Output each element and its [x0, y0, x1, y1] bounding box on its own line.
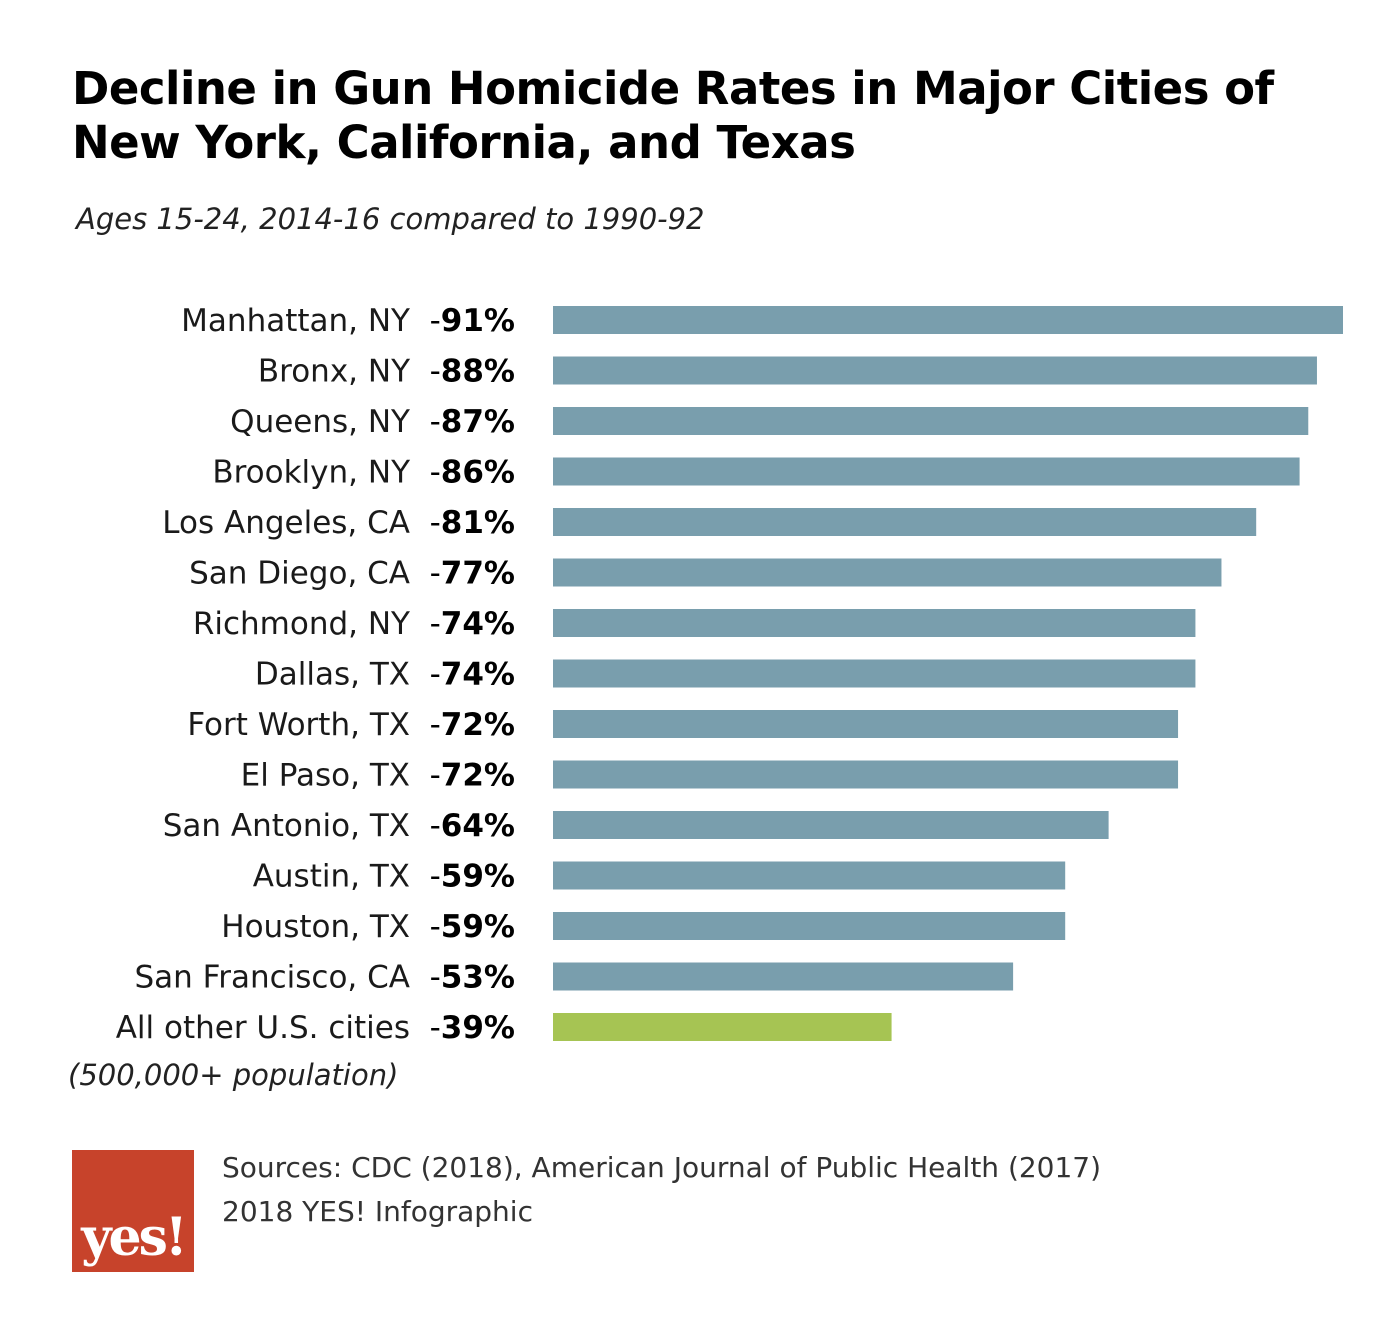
credit-line: 2018 YES! Infographic	[222, 1195, 533, 1228]
bar-0	[553, 306, 1343, 334]
value-label-1: -88%	[430, 354, 515, 390]
category-label-14: All other U.S. cities	[116, 1010, 410, 1046]
category-label-10: San Antonio, TX	[163, 808, 410, 844]
category-label-3: Brooklyn, NY	[212, 455, 410, 491]
category-label-8: Fort Worth, TX	[187, 707, 410, 743]
bar-1	[553, 356, 1317, 385]
bar-chart: Manhattan, NY -91% Bronx, NY -88% Queens, NY…	[116, 303, 1343, 1046]
yes-logo: yes!	[72, 1150, 194, 1272]
value-label-14: -39%	[430, 1010, 515, 1046]
category-label-1: Bronx, NY	[258, 354, 410, 390]
category-label-13: San Francisco, CA	[134, 960, 410, 996]
value-label-13: -53%	[430, 960, 515, 996]
value-label-3: -86%	[430, 455, 515, 491]
category-label-6: Richmond, NY	[193, 606, 410, 642]
chart-title: Decline in Gun Homicide Rates in Major C…	[72, 62, 1274, 169]
value-label-11: -59%	[430, 859, 515, 895]
bar-13	[553, 962, 1014, 991]
value-label-7: -74%	[430, 657, 515, 693]
category-label-2: Queens, NY	[230, 404, 410, 440]
category-label-4: Los Angeles, CA	[162, 505, 410, 541]
category-label-11: Austin, TX	[253, 859, 410, 895]
category-label-0: Manhattan, NY	[181, 303, 410, 339]
value-label-4: -81%	[430, 505, 515, 541]
value-label-5: -77%	[430, 556, 515, 592]
population-footnote: (500,000+ population)	[68, 1058, 399, 1092]
value-label-10: -64%	[430, 808, 515, 844]
bar-2	[553, 407, 1309, 435]
bar-6	[553, 609, 1196, 637]
chart-subtitle: Ages 15-24, 2014-16 compared to 1990-92	[76, 202, 705, 236]
bar-12	[553, 912, 1066, 940]
bar-7	[553, 659, 1196, 688]
bar-10	[553, 811, 1109, 839]
category-label-7: Dallas, TX	[255, 657, 410, 693]
yes-logo-text: yes!	[81, 1207, 187, 1268]
category-label-5: San Diego, CA	[189, 556, 410, 592]
bar-9	[553, 760, 1179, 789]
value-label-12: -59%	[430, 909, 515, 945]
bar-5	[553, 558, 1222, 587]
value-label-6: -74%	[430, 606, 515, 642]
bar-4	[553, 508, 1257, 536]
sources-block: Sources: CDC (2018), American Journal of…	[222, 1146, 1101, 1234]
bar-8	[553, 710, 1179, 738]
value-label-0: -91%	[430, 303, 515, 339]
bar-3	[553, 457, 1300, 486]
category-label-12: Houston, TX	[221, 909, 410, 945]
bar-14	[553, 1013, 892, 1041]
bar-11	[553, 861, 1066, 890]
sources-line: Sources: CDC (2018), American Journal of…	[222, 1151, 1102, 1184]
category-label-9: El Paso, TX	[241, 758, 410, 794]
value-label-2: -87%	[430, 404, 515, 440]
value-label-8: -72%	[430, 707, 515, 743]
value-label-9: -72%	[430, 758, 515, 794]
